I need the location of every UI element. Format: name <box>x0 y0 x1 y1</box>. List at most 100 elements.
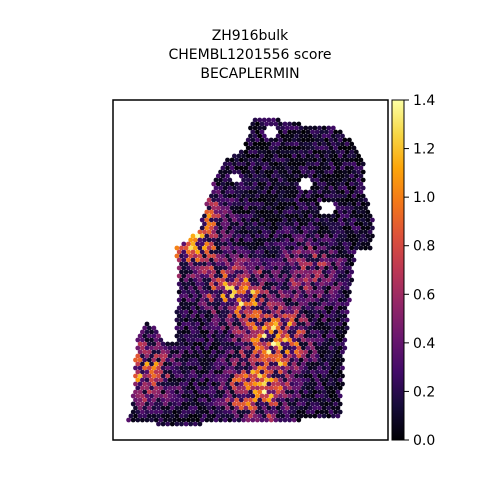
spot <box>287 377 292 383</box>
spot <box>225 341 230 347</box>
spot <box>257 381 263 387</box>
spot <box>204 393 210 399</box>
spot <box>151 389 157 395</box>
spot <box>275 189 281 195</box>
spot <box>284 349 290 355</box>
spot <box>252 341 258 347</box>
spot <box>319 377 325 383</box>
spot <box>337 225 343 231</box>
spot <box>204 345 210 351</box>
spot <box>349 245 355 251</box>
spot <box>301 385 306 391</box>
spot <box>213 241 219 247</box>
spot <box>255 193 260 199</box>
spot <box>248 309 253 315</box>
spot <box>158 409 164 415</box>
spot <box>255 249 260 255</box>
spot <box>312 333 318 339</box>
spot <box>176 289 182 295</box>
spot <box>275 165 281 171</box>
spot <box>296 297 302 303</box>
spot <box>232 377 237 383</box>
spot <box>282 329 288 335</box>
spot <box>310 353 315 359</box>
spot <box>146 365 152 371</box>
spot <box>317 317 322 323</box>
spot <box>358 221 364 227</box>
spot <box>317 245 322 251</box>
spot <box>151 413 157 419</box>
spot <box>264 401 269 407</box>
spot <box>218 297 224 303</box>
spot <box>266 229 272 235</box>
spot <box>310 241 315 247</box>
spot <box>160 381 166 387</box>
spot <box>248 325 253 331</box>
spot <box>314 401 320 407</box>
spot <box>158 353 164 359</box>
spot <box>218 377 224 383</box>
spot <box>326 237 332 243</box>
spot <box>153 385 159 391</box>
spot <box>259 249 265 255</box>
spot <box>225 213 230 219</box>
spot <box>273 145 279 151</box>
spot <box>257 229 263 235</box>
spot <box>333 345 338 351</box>
spot <box>169 405 175 411</box>
spot <box>238 357 244 363</box>
spot <box>241 153 247 159</box>
spot <box>264 121 269 127</box>
spot <box>349 261 355 267</box>
spot <box>328 409 334 415</box>
spot <box>333 145 338 151</box>
spot <box>245 337 251 343</box>
spot <box>360 217 366 223</box>
spot <box>330 245 336 251</box>
spot <box>204 361 210 367</box>
spot <box>204 273 210 279</box>
spot <box>183 421 189 427</box>
spot <box>326 213 332 219</box>
spot <box>319 249 325 255</box>
spot <box>344 317 350 323</box>
spot <box>287 361 292 367</box>
spot <box>181 377 187 383</box>
spot <box>169 341 175 347</box>
spot <box>192 333 198 339</box>
spot <box>192 341 198 347</box>
spot <box>255 265 260 271</box>
spot <box>307 237 313 243</box>
spot <box>342 289 348 295</box>
spot <box>225 245 230 251</box>
spot <box>342 329 348 335</box>
spot <box>245 273 251 279</box>
spot <box>337 249 343 255</box>
spot <box>310 361 315 367</box>
spot <box>222 321 228 327</box>
spot <box>282 137 288 143</box>
spot <box>287 321 292 327</box>
spot <box>335 269 341 275</box>
spot <box>241 217 247 223</box>
spot <box>307 357 313 363</box>
spot <box>266 213 272 219</box>
spot <box>199 257 205 263</box>
spot <box>282 393 288 399</box>
spot <box>294 413 299 419</box>
spot <box>282 241 288 247</box>
spot <box>192 405 198 411</box>
spot <box>333 137 338 143</box>
spot <box>337 137 343 143</box>
spot <box>264 193 269 199</box>
spot <box>250 329 256 335</box>
spot <box>264 297 269 303</box>
spot <box>271 357 276 363</box>
spot <box>268 257 274 263</box>
spot <box>211 301 217 307</box>
spot <box>303 261 309 267</box>
spot <box>271 261 276 267</box>
spot <box>291 217 297 223</box>
spot <box>255 393 260 399</box>
spot <box>347 289 352 295</box>
